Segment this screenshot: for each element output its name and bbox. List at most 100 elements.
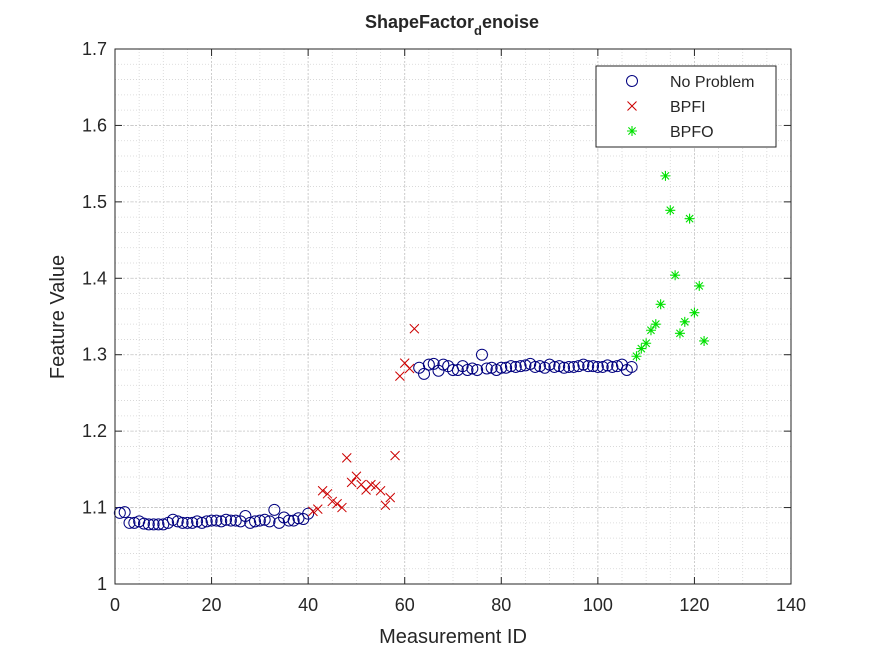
data-point <box>660 170 671 181</box>
data-point <box>562 360 575 373</box>
series-bpfo <box>631 170 710 362</box>
data-point <box>351 471 362 482</box>
data-point <box>380 500 391 511</box>
data-point <box>409 323 420 334</box>
data-point <box>128 516 141 529</box>
data-point <box>337 502 347 513</box>
legend-label: BPFO <box>670 124 714 141</box>
data-point <box>229 514 242 527</box>
data-point <box>553 360 566 373</box>
y-tick-label: 1.4 <box>82 268 107 288</box>
x-tick-label: 140 <box>776 595 806 615</box>
legend-box <box>595 65 777 148</box>
data-point <box>418 367 431 380</box>
data-point <box>244 516 257 529</box>
data-point <box>509 360 522 373</box>
data-point <box>694 280 705 291</box>
data-point <box>577 358 590 371</box>
data-point <box>631 351 642 362</box>
data-point <box>625 360 638 373</box>
data-series <box>113 170 710 531</box>
plot-area-frame <box>114 48 792 585</box>
data-point <box>157 518 170 531</box>
data-point <box>375 485 386 496</box>
data-point <box>567 360 580 373</box>
data-point <box>480 362 493 375</box>
data-point <box>215 515 228 528</box>
data-point <box>641 338 652 349</box>
data-point <box>587 360 600 373</box>
data-point <box>699 335 710 346</box>
x-axis-label: Measurement ID <box>379 626 527 648</box>
data-point <box>461 364 474 376</box>
data-point <box>471 364 484 376</box>
data-point <box>390 450 400 461</box>
data-point <box>263 515 276 528</box>
legend-label: No Problem <box>670 74 754 91</box>
data-point <box>404 363 415 374</box>
x-tick-label: 0 <box>110 595 120 615</box>
data-point <box>322 488 333 499</box>
data-point <box>504 360 517 373</box>
data-point <box>220 513 233 526</box>
data-point <box>684 213 695 224</box>
data-point <box>519 359 532 372</box>
x-tick-label: 60 <box>395 595 415 615</box>
data-point <box>123 516 136 529</box>
data-point <box>268 503 281 516</box>
data-point <box>548 360 561 373</box>
data-point <box>312 504 323 514</box>
data-point <box>195 516 208 529</box>
data-point <box>308 506 318 517</box>
data-point <box>249 515 262 528</box>
data-point <box>432 364 445 377</box>
data-point <box>558 361 571 374</box>
y-axis-label: Feature Value <box>47 255 69 379</box>
chart-title: ShapeFactordenoise <box>365 12 539 38</box>
data-point <box>591 360 604 373</box>
data-point <box>514 360 527 373</box>
axes: 0 20 40 60 80 100 120 140 1 1.1 1.2 1.3 1.4 1.5 1.6 1.7 <box>82 39 806 615</box>
data-point <box>282 514 295 527</box>
data-point <box>200 515 213 528</box>
data-point <box>437 358 450 371</box>
data-point <box>205 514 218 527</box>
data-point <box>636 343 647 354</box>
x-tick-label: 80 <box>491 595 511 615</box>
legend-marker <box>626 75 638 87</box>
data-point <box>500 361 513 374</box>
y-tick-label: 1.7 <box>82 39 107 59</box>
data-point <box>679 316 690 327</box>
data-point <box>142 518 155 531</box>
y-tick-label: 1 <box>97 574 107 594</box>
data-point <box>346 477 357 488</box>
data-point <box>258 513 271 526</box>
data-point <box>466 362 479 375</box>
series-bpfi <box>308 323 420 517</box>
y-tick-label: 1.5 <box>82 192 107 212</box>
data-point <box>292 512 305 525</box>
legend-marker <box>627 101 637 111</box>
data-point <box>191 515 204 528</box>
data-point <box>341 453 352 463</box>
data-point <box>332 498 342 509</box>
data-point <box>689 307 700 318</box>
y-tick-label: 1.2 <box>82 421 107 441</box>
x-tick-label: 20 <box>202 595 222 615</box>
data-point <box>533 360 546 373</box>
data-point <box>606 360 619 373</box>
data-point <box>224 514 237 527</box>
data-point <box>317 485 328 496</box>
chart-title-subscript: d <box>474 23 482 38</box>
data-point <box>601 359 614 372</box>
data-point <box>674 328 685 339</box>
data-point <box>176 516 189 529</box>
x-tick-label: 120 <box>679 595 709 615</box>
data-point <box>152 518 165 531</box>
data-point <box>253 514 266 527</box>
data-point <box>582 360 595 373</box>
data-point <box>147 518 160 531</box>
data-point <box>210 514 223 527</box>
legend: No Problem BPFI BPFO <box>595 65 777 148</box>
